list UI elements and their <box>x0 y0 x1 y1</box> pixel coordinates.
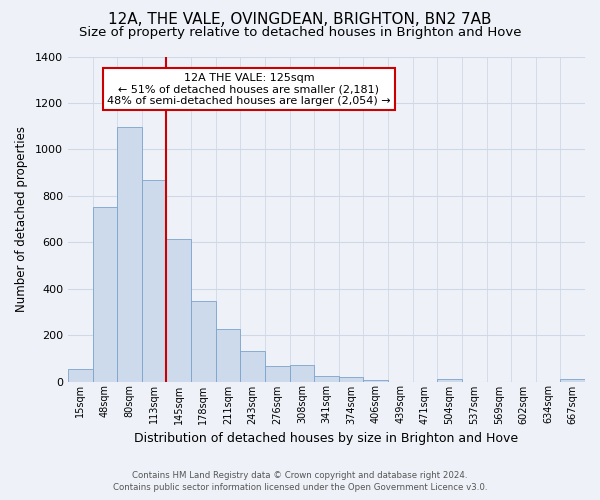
Bar <box>117 128 142 382</box>
Text: Size of property relative to detached houses in Brighton and Hove: Size of property relative to detached ho… <box>79 26 521 39</box>
X-axis label: Distribution of detached houses by size in Brighton and Hove: Distribution of detached houses by size … <box>134 432 518 445</box>
Bar <box>314 376 339 382</box>
Bar <box>339 377 364 382</box>
Bar <box>92 208 117 382</box>
Bar <box>290 366 314 382</box>
Bar <box>68 368 92 382</box>
Bar <box>215 328 240 382</box>
Y-axis label: Number of detached properties: Number of detached properties <box>15 126 28 312</box>
Bar <box>191 300 215 382</box>
Bar <box>364 380 388 382</box>
Bar <box>240 351 265 382</box>
Text: 12A, THE VALE, OVINGDEAN, BRIGHTON, BN2 7AB: 12A, THE VALE, OVINGDEAN, BRIGHTON, BN2 … <box>108 12 492 28</box>
Text: Contains HM Land Registry data © Crown copyright and database right 2024.
Contai: Contains HM Land Registry data © Crown c… <box>113 471 487 492</box>
Bar <box>142 180 166 382</box>
Bar <box>437 379 462 382</box>
Text: 12A THE VALE: 125sqm
← 51% of detached houses are smaller (2,181)
48% of semi-de: 12A THE VALE: 125sqm ← 51% of detached h… <box>107 73 391 106</box>
Bar <box>166 238 191 382</box>
Bar <box>560 378 585 382</box>
Bar <box>265 366 290 382</box>
